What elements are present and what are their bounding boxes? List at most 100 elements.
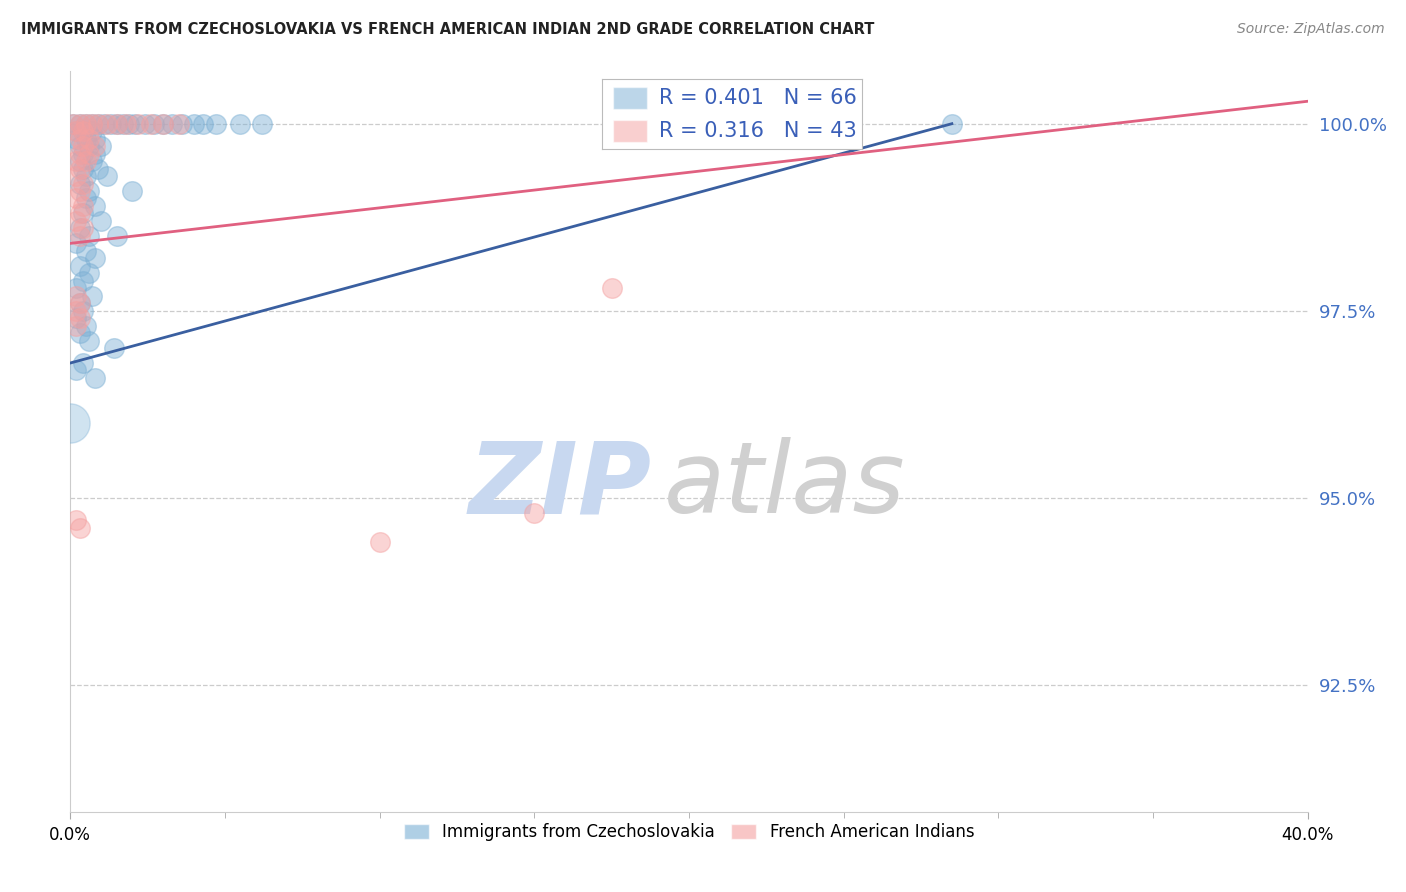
Point bbox=[77, 228, 100, 243]
Point bbox=[127, 117, 149, 131]
Text: atlas: atlas bbox=[664, 437, 905, 534]
Point bbox=[118, 117, 141, 131]
Point bbox=[59, 416, 82, 430]
Point bbox=[84, 371, 107, 385]
Point bbox=[77, 146, 100, 161]
Point bbox=[77, 334, 100, 348]
Point bbox=[69, 326, 91, 340]
Point bbox=[69, 139, 91, 153]
Point bbox=[65, 192, 87, 206]
Point bbox=[84, 146, 107, 161]
Point bbox=[121, 184, 143, 198]
Point bbox=[96, 169, 118, 183]
Point bbox=[65, 289, 87, 303]
Point bbox=[100, 117, 122, 131]
Point bbox=[72, 124, 94, 138]
Point bbox=[368, 535, 391, 549]
Text: Source: ZipAtlas.com: Source: ZipAtlas.com bbox=[1237, 22, 1385, 37]
Point bbox=[72, 221, 94, 235]
Point bbox=[134, 117, 156, 131]
Point bbox=[69, 206, 91, 220]
Point bbox=[72, 177, 94, 191]
Point bbox=[75, 154, 97, 169]
Point bbox=[80, 289, 103, 303]
Point bbox=[105, 228, 128, 243]
Point bbox=[103, 341, 125, 355]
Point bbox=[75, 169, 97, 183]
Point bbox=[111, 117, 134, 131]
Point bbox=[65, 131, 87, 145]
Point bbox=[105, 117, 128, 131]
Point bbox=[69, 221, 91, 235]
Point bbox=[72, 356, 94, 370]
Point bbox=[75, 244, 97, 258]
Point bbox=[523, 506, 546, 520]
Point bbox=[87, 161, 110, 176]
Point bbox=[941, 117, 963, 131]
Point bbox=[77, 266, 100, 280]
Point bbox=[142, 117, 165, 131]
Point bbox=[62, 117, 84, 131]
Point bbox=[183, 117, 205, 131]
Point bbox=[170, 117, 193, 131]
Point bbox=[69, 177, 91, 191]
Point bbox=[69, 311, 91, 326]
Point bbox=[80, 124, 103, 138]
Point bbox=[93, 117, 115, 131]
Point bbox=[72, 199, 94, 213]
Point bbox=[69, 296, 91, 310]
Point bbox=[152, 117, 174, 131]
Point bbox=[72, 206, 94, 220]
Point bbox=[65, 311, 87, 326]
Point bbox=[65, 318, 87, 333]
Point bbox=[124, 117, 146, 131]
Point bbox=[193, 117, 215, 131]
Point bbox=[162, 117, 184, 131]
Point bbox=[84, 252, 107, 266]
Point bbox=[69, 117, 91, 131]
Point bbox=[600, 281, 623, 295]
Point bbox=[65, 363, 87, 377]
Point bbox=[69, 184, 91, 198]
Point bbox=[69, 154, 91, 169]
Point bbox=[69, 161, 91, 176]
Legend: Immigrants from Czechoslovakia, French American Indians: Immigrants from Czechoslovakia, French A… bbox=[396, 816, 981, 847]
Point bbox=[87, 117, 110, 131]
Point bbox=[84, 131, 107, 145]
Point bbox=[72, 146, 94, 161]
Point bbox=[77, 139, 100, 153]
Point bbox=[139, 117, 162, 131]
Point bbox=[90, 139, 112, 153]
Point bbox=[65, 169, 87, 183]
Point bbox=[84, 199, 107, 213]
Point bbox=[69, 131, 91, 145]
Point bbox=[229, 117, 252, 131]
Point bbox=[87, 117, 110, 131]
Point bbox=[75, 117, 97, 131]
Point bbox=[105, 117, 128, 131]
Point bbox=[84, 139, 107, 153]
Point bbox=[69, 520, 91, 534]
Point bbox=[65, 236, 87, 251]
Point bbox=[69, 146, 91, 161]
Point bbox=[77, 184, 100, 198]
Point bbox=[80, 154, 103, 169]
Point bbox=[115, 117, 138, 131]
Point bbox=[69, 296, 91, 310]
Point bbox=[75, 131, 97, 145]
Point bbox=[65, 303, 87, 318]
Point bbox=[65, 124, 87, 138]
Point bbox=[65, 281, 87, 295]
Point bbox=[167, 117, 190, 131]
Point bbox=[65, 513, 87, 527]
Point bbox=[75, 117, 97, 131]
Point bbox=[65, 154, 87, 169]
Point bbox=[72, 303, 94, 318]
Point bbox=[96, 117, 118, 131]
Point bbox=[72, 161, 94, 176]
Point bbox=[80, 117, 103, 131]
Text: ZIP: ZIP bbox=[468, 437, 652, 534]
Point bbox=[72, 124, 94, 138]
Point bbox=[69, 259, 91, 273]
Point bbox=[90, 214, 112, 228]
